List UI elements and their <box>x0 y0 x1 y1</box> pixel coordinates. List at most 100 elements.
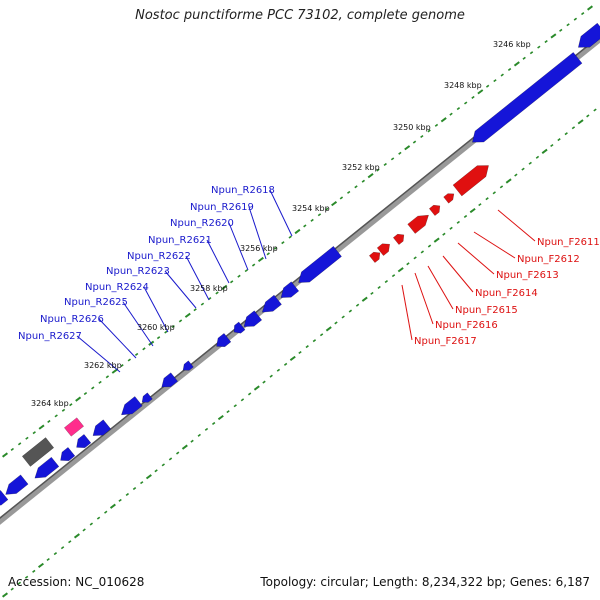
reverse-gene-arrow <box>0 489 9 506</box>
inner-tick <box>176 451 180 455</box>
kbp-label: 3246 kbp <box>493 40 531 49</box>
label-leaders <box>76 189 536 373</box>
outer-tick <box>559 28 563 32</box>
inner-tick <box>413 256 417 260</box>
outer-tick <box>550 33 557 39</box>
reverse-gene-arrow <box>261 294 282 313</box>
outer-tick <box>586 5 594 11</box>
outer-tick <box>317 213 322 217</box>
forward-gene-label: Npun_F2614 <box>475 288 538 299</box>
inner-tick <box>377 285 381 289</box>
reverse-leader-line <box>269 189 293 237</box>
reverse-gene-arrow <box>280 281 300 298</box>
forward-leader-line <box>473 231 516 259</box>
reverse-gene-label: Npun_R2626 <box>40 314 104 325</box>
inner-tick <box>442 232 446 236</box>
inner-tick <box>449 226 453 230</box>
reverse-leader-line <box>248 206 267 260</box>
inner-tick <box>341 315 345 319</box>
outer-tick <box>500 73 504 77</box>
reverse-leader-line <box>76 335 121 373</box>
outer-tick <box>83 391 88 396</box>
reverse-gene-arrow <box>60 446 76 461</box>
outer-tick <box>221 284 228 290</box>
inner-tick <box>145 474 152 480</box>
outer-tick <box>325 207 329 211</box>
kbp-label: 3248 kbp <box>444 81 482 90</box>
reverse-gene-label: Npun_R2625 <box>64 297 128 308</box>
reverse-gene-arrow <box>216 332 232 347</box>
outer-tick <box>10 447 14 451</box>
forward-gene-arrow <box>392 233 405 245</box>
tick-marks <box>2 5 597 598</box>
outer-tick <box>493 79 497 83</box>
inner-tick <box>505 178 512 184</box>
inner-tick <box>325 326 332 332</box>
outer-tick <box>17 442 22 446</box>
forward-leader-line <box>427 265 454 310</box>
outer-tick <box>471 95 475 99</box>
inner-tick <box>154 469 158 473</box>
reverse-gene-arrow <box>161 372 179 388</box>
outer-tick <box>91 386 95 390</box>
reverse-gene-arrow <box>76 433 92 448</box>
outer-tick <box>477 89 484 95</box>
inner-tick <box>24 575 29 579</box>
outer-tick <box>127 358 131 362</box>
kbp-label: 3254 kbp <box>292 204 330 213</box>
outer-tick <box>54 414 58 418</box>
reverse-gene-arrow <box>472 52 583 143</box>
outer-tick <box>257 256 264 263</box>
inner-tick <box>305 345 309 349</box>
forward-gene-label: Npun_F2611 <box>537 237 600 248</box>
outer-tick <box>361 179 365 183</box>
inner-tick <box>312 339 317 343</box>
outer-tick <box>581 12 585 16</box>
inner-tick <box>370 291 374 295</box>
pink-feature-box <box>63 417 85 437</box>
outer-tick <box>427 129 431 133</box>
outer-tick <box>464 101 468 105</box>
outer-tick <box>288 235 292 239</box>
outer-tick <box>529 51 534 55</box>
outer-tick <box>61 408 66 412</box>
outer-tick <box>331 200 338 207</box>
inner-tick <box>289 355 296 362</box>
inner-tick <box>276 368 281 372</box>
inner-tick <box>420 250 424 254</box>
inner-tick <box>492 191 496 195</box>
forward-gene-arrow <box>376 243 390 257</box>
reverse-gene-label: Npun_R2621 <box>148 235 212 246</box>
reverse-gene-arrow <box>141 392 153 403</box>
inner-tick <box>96 516 101 520</box>
kbp-label: 3252 kbp <box>342 163 380 172</box>
outer-tick <box>75 396 82 402</box>
outer-tick <box>98 380 102 384</box>
inner-tick <box>535 155 540 159</box>
reverse-gene-arrow <box>233 321 246 334</box>
outer-tick <box>440 117 447 123</box>
forward-gene-label: Npun_F2612 <box>517 254 580 265</box>
kbp-label: 3250 kbp <box>393 123 431 132</box>
inner-tick <box>298 350 302 355</box>
reverse-gene-arrow <box>5 474 29 495</box>
reverse-leader-line <box>206 239 230 284</box>
outer-tick <box>193 308 197 312</box>
inner-tick <box>564 132 568 136</box>
outer-tick <box>404 145 411 151</box>
forward-leader-line <box>414 272 434 325</box>
inner-tick <box>53 552 58 556</box>
outer-tick <box>142 347 146 351</box>
outer-tick <box>273 246 278 250</box>
outer-tick <box>134 352 139 356</box>
forward-leader-line <box>457 242 495 275</box>
forward-gene-label: Npun_F2613 <box>496 270 559 281</box>
inner-tick <box>253 385 260 391</box>
forward-leader-line <box>497 209 536 242</box>
outer-tick <box>200 302 205 306</box>
gene-features <box>0 22 600 506</box>
inner-tick <box>485 197 489 201</box>
inner-tick <box>140 481 144 485</box>
outer-tick <box>566 23 570 27</box>
